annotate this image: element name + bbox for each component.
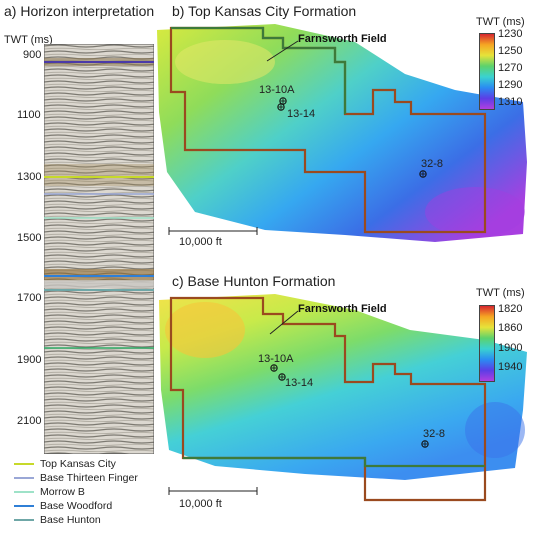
panel-c-map: Farnsworth Field 13-10A 13-14 32-8 10,00… bbox=[159, 294, 527, 510]
colorbar bbox=[479, 33, 495, 110]
tick-label: 900 bbox=[23, 49, 42, 61]
legend-swatch bbox=[14, 477, 34, 479]
panel-b-map: Farnsworth Field 13-10A 13-14 32-8 10,00… bbox=[157, 24, 527, 248]
colorbar-tick: 1250 bbox=[498, 45, 523, 57]
panel-a-title: a) Horizon interpretation bbox=[4, 3, 155, 19]
well-marker bbox=[279, 97, 287, 105]
tick-label: 1300 bbox=[17, 171, 42, 183]
legend-item: Base Woodford bbox=[14, 500, 112, 512]
well-marker bbox=[277, 103, 285, 111]
well-marker bbox=[278, 373, 286, 381]
colorbar-tick: 1860 bbox=[498, 322, 523, 334]
well-label: 13-10A bbox=[259, 84, 295, 96]
legend-swatch bbox=[14, 463, 34, 465]
legend-item: Base Hunton bbox=[14, 514, 101, 526]
panel-b-title: b) Top Kansas City Formation bbox=[172, 3, 357, 19]
panel-a-axis-label: TWT (ms) bbox=[4, 34, 53, 46]
field-label: Farnsworth Field bbox=[298, 303, 387, 315]
well-marker bbox=[419, 170, 427, 178]
colorbar-tick: 1310 bbox=[498, 96, 523, 108]
well-marker bbox=[270, 364, 278, 372]
scale-bar bbox=[168, 487, 258, 495]
legend-swatch bbox=[14, 491, 34, 493]
colorbar-tick: 1230 bbox=[498, 28, 523, 40]
field-label-leader bbox=[266, 40, 299, 62]
tick-label: 1700 bbox=[17, 292, 42, 304]
colorbar-tick: 1270 bbox=[498, 62, 523, 74]
legend-label: Base Woodford bbox=[40, 500, 113, 512]
well-label: 13-14 bbox=[287, 108, 315, 120]
colorbar bbox=[479, 305, 495, 382]
legend-swatch bbox=[14, 505, 34, 507]
scale-label: 10,000 ft bbox=[179, 236, 222, 248]
well-label: 13-10A bbox=[258, 353, 294, 365]
tick-label: 1500 bbox=[17, 232, 42, 244]
panel-c-title: c) Base Hunton Formation bbox=[172, 273, 336, 289]
well-label: 32-8 bbox=[423, 428, 445, 440]
legend-item: Top Kansas City bbox=[14, 458, 116, 470]
legend-label: Morrow B bbox=[40, 486, 85, 498]
field-boundary bbox=[171, 26, 347, 114]
tick-label: 2100 bbox=[17, 415, 42, 427]
field-label: Farnsworth Field bbox=[298, 33, 387, 45]
legend-item: Morrow B bbox=[14, 486, 85, 498]
well-label: 13-14 bbox=[285, 377, 313, 389]
scale-label: 10,000 ft bbox=[179, 498, 222, 510]
legend-swatch bbox=[14, 519, 34, 521]
colorbar-tick: 1940 bbox=[498, 361, 523, 373]
colorbar-tick: 1820 bbox=[498, 303, 523, 315]
map-surface bbox=[159, 294, 527, 480]
colorbar-tick: 1290 bbox=[498, 79, 523, 91]
well-label: 32-8 bbox=[421, 158, 443, 170]
colorbar-title: TWT (ms) bbox=[476, 16, 525, 28]
colorbar-title: TWT (ms) bbox=[476, 287, 525, 299]
field-label-leader bbox=[269, 310, 299, 335]
seismic-section bbox=[44, 44, 154, 454]
scale-bar bbox=[168, 227, 258, 235]
well-marker bbox=[421, 440, 429, 448]
legend-label: Base Hunton bbox=[40, 514, 101, 526]
legend-label: Top Kansas City bbox=[40, 458, 116, 470]
legend-item: Base Thirteen Finger bbox=[14, 472, 138, 484]
tick-label: 1900 bbox=[17, 354, 42, 366]
colorbar-tick: 1900 bbox=[498, 342, 523, 354]
tick-label: 1100 bbox=[17, 109, 41, 121]
legend-label: Base Thirteen Finger bbox=[40, 472, 138, 484]
field-boundary bbox=[183, 456, 485, 468]
